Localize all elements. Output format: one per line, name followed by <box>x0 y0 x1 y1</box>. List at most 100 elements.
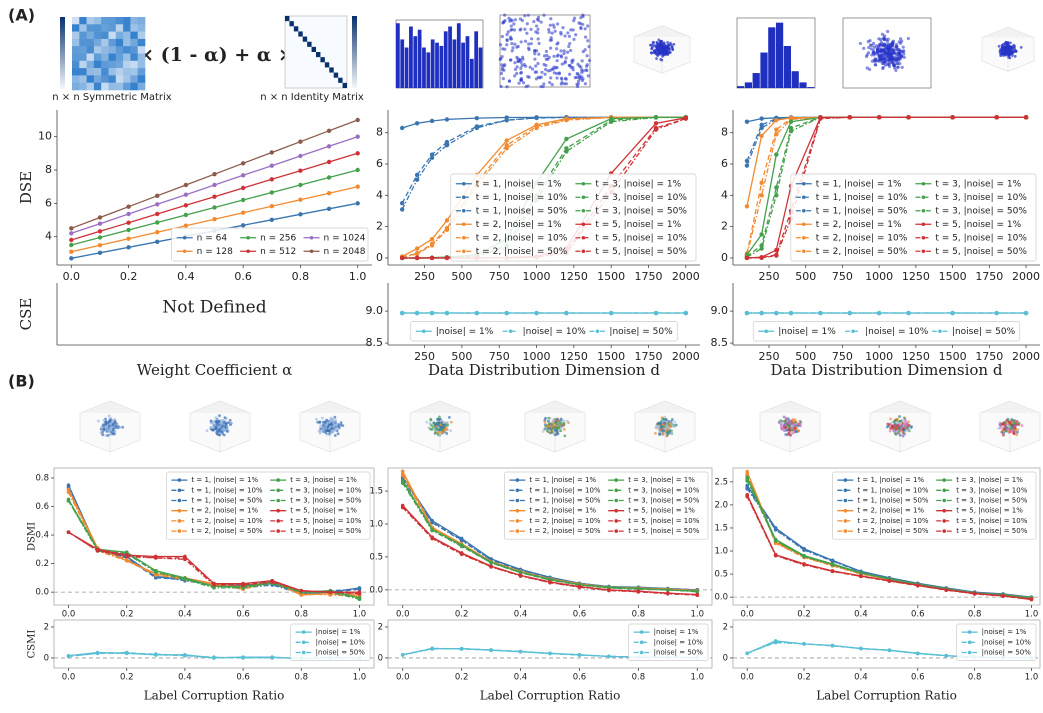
thumb-point <box>507 79 512 83</box>
thumb-point <box>1009 50 1013 54</box>
point <box>212 583 216 587</box>
legend-label: |noise| = 1% <box>654 628 699 636</box>
legend-marker <box>301 640 306 645</box>
thumb-point <box>523 14 527 18</box>
legend-label: t = 1, |noise| = 10% <box>857 486 929 494</box>
point <box>183 223 189 228</box>
legend-marker <box>515 519 520 523</box>
histogram-bar <box>426 52 431 88</box>
point <box>534 125 539 131</box>
point <box>66 530 71 535</box>
x-tick-label: 1.0 <box>353 610 367 620</box>
thumb-point <box>513 67 518 71</box>
thumb-point <box>225 429 229 433</box>
matrix-cell <box>320 57 325 63</box>
thumb-point <box>659 52 663 56</box>
matrix-cell <box>130 82 138 91</box>
thumb-point <box>897 427 901 431</box>
legend-marker <box>921 249 926 254</box>
thumb-point <box>1011 424 1015 427</box>
matrix-cell <box>79 24 87 32</box>
thumb-point <box>870 53 874 57</box>
matrix-cell <box>101 24 109 32</box>
point <box>773 553 778 558</box>
point <box>444 227 450 232</box>
legend-marker <box>246 249 250 254</box>
point <box>759 232 764 237</box>
matrix-cell <box>115 24 124 32</box>
thumb-point <box>205 429 209 433</box>
matrix-cell <box>108 53 117 62</box>
point <box>944 588 948 593</box>
thumb-point <box>325 423 329 426</box>
thumb-point <box>499 84 503 89</box>
point <box>744 255 750 261</box>
thumb-point <box>550 31 554 35</box>
thumb-point <box>555 42 559 46</box>
point <box>759 255 764 260</box>
thumb-point <box>562 427 566 431</box>
matrix-cell <box>123 68 131 76</box>
thumb-point <box>671 423 675 427</box>
thumb-point <box>542 13 546 17</box>
histogram-bar <box>404 47 409 88</box>
legend-label: t = 1, |noise| = 1% <box>816 179 902 189</box>
point <box>97 221 103 226</box>
thumb-point <box>332 425 336 429</box>
colorbar <box>352 16 357 88</box>
thumb-point <box>581 22 585 27</box>
point <box>66 654 71 659</box>
point <box>474 125 480 131</box>
x-tick-label: 0.6 <box>573 673 587 683</box>
x-tick-label: 1000 <box>865 350 893 363</box>
thumb-point <box>222 420 226 424</box>
legend-frame <box>410 321 678 342</box>
y-tick-label: 0.0 <box>369 585 383 595</box>
thumb-point <box>109 418 112 422</box>
x-tick-label: 0.2 <box>797 673 811 683</box>
matrix-cell <box>137 46 146 54</box>
x-axis-label: Data Distribution Dimension d <box>428 361 660 379</box>
thumb-point <box>662 41 666 45</box>
legend-label: t = 5, |noise| = 10% <box>935 233 1027 243</box>
point <box>504 143 509 148</box>
legend-marker <box>581 235 586 240</box>
legend-label: t = 2, |noise| = 1% <box>529 507 596 515</box>
point <box>326 175 332 180</box>
x-tick-label: 750 <box>832 270 853 283</box>
point <box>154 653 158 657</box>
thumb-point <box>784 416 788 420</box>
matrix-cell <box>101 82 109 91</box>
x-axis-label: Data Distribution Dimension d <box>771 361 1003 379</box>
thumb-point <box>215 421 219 425</box>
panel-label: (A) <box>8 6 35 25</box>
thumb-point <box>566 31 570 35</box>
legend-label: t = 3, |noise| = 50% <box>290 497 362 505</box>
legend-marker <box>967 650 972 655</box>
thumb-point <box>784 426 787 430</box>
point <box>518 649 523 654</box>
matrix-cell <box>324 62 330 68</box>
point <box>97 250 103 256</box>
point <box>240 197 246 203</box>
thumb-point <box>555 65 559 70</box>
thumb-point <box>1010 419 1014 422</box>
legend-label: t = 1, |noise| = 1% <box>857 476 924 484</box>
thumb-point <box>550 83 554 87</box>
thumb-point <box>665 423 669 427</box>
thumb-point <box>536 15 541 19</box>
thumb-point <box>658 432 661 436</box>
matrix-cell <box>137 17 146 25</box>
point <box>847 310 852 316</box>
thumb-point <box>895 44 899 48</box>
point <box>744 310 750 316</box>
point <box>357 597 362 602</box>
legend-frame <box>450 173 697 262</box>
matrix-cell <box>130 46 138 54</box>
thumb-point <box>559 30 563 35</box>
thumb-point <box>224 423 228 426</box>
matrix-cell <box>93 53 102 62</box>
thumb-point <box>516 57 520 61</box>
point <box>355 201 360 206</box>
thumb-point <box>790 431 794 435</box>
